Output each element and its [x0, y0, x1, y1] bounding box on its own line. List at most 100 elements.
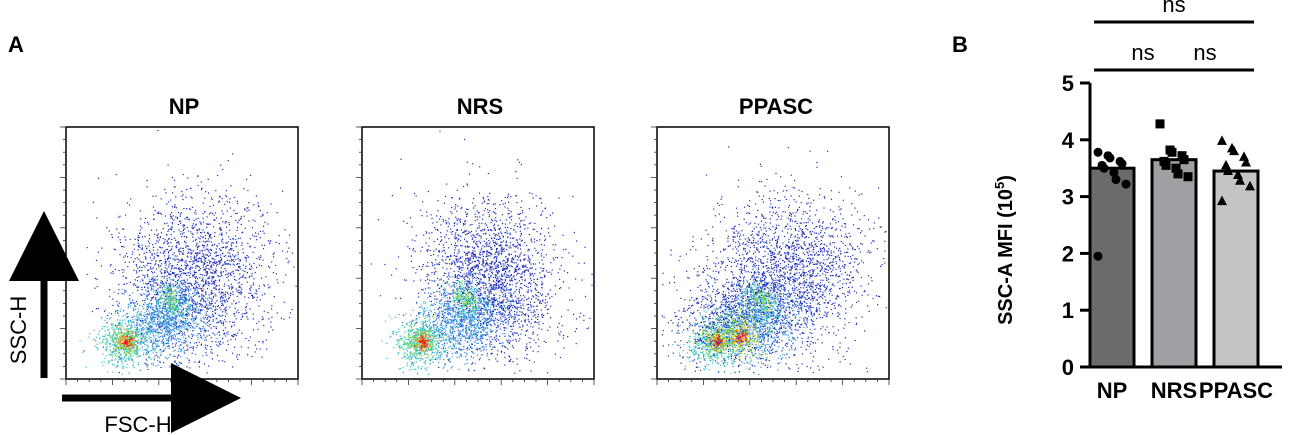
event-dot [195, 238, 197, 240]
event-dot [542, 263, 544, 265]
event-dot [186, 236, 188, 238]
event-dot [187, 245, 189, 247]
event-dot [112, 356, 114, 358]
event-dot [146, 251, 148, 254]
event-dot [153, 278, 155, 280]
event-dot [101, 317, 103, 319]
event-dot [195, 285, 197, 287]
event-dot [504, 346, 506, 348]
event-dot [211, 313, 214, 315]
event-dot [172, 311, 174, 313]
event-dot [103, 335, 105, 338]
event-dot [145, 353, 147, 355]
event-dot [167, 302, 169, 304]
event-dot [233, 272, 235, 275]
event-dot [210, 351, 212, 353]
event-dot [200, 188, 203, 191]
event-dot [115, 366, 118, 368]
event-dot [206, 270, 208, 273]
event-dot [455, 232, 457, 234]
event-dot [166, 302, 168, 304]
event-dot [493, 304, 495, 306]
event-dot [515, 289, 518, 291]
event-dot [125, 328, 127, 330]
event-dot [208, 325, 210, 327]
event-dot [507, 274, 509, 276]
event-dot [272, 329, 274, 331]
event-dot [172, 283, 174, 285]
event-dot [465, 213, 468, 215]
event-dot [481, 282, 483, 284]
event-dot [204, 327, 206, 329]
event-dot [121, 344, 123, 346]
event-dot [180, 305, 182, 307]
event-dot [295, 285, 297, 287]
event-dot [111, 234, 113, 236]
event-dot [159, 259, 161, 262]
event-dot [159, 237, 161, 239]
event-dot [445, 325, 447, 327]
event-dot [391, 195, 393, 197]
event-dot [201, 310, 203, 312]
event-dot [255, 235, 257, 237]
event-dot [193, 255, 196, 257]
event-dot [213, 325, 215, 328]
event-dot [155, 195, 157, 197]
event-dot [140, 328, 142, 330]
event-dot [163, 292, 165, 294]
event-dot [168, 297, 170, 299]
event-dot [510, 260, 512, 263]
event-dot [124, 351, 126, 353]
event-dot [200, 344, 202, 346]
event-dot [214, 302, 216, 304]
event-dot [486, 224, 488, 226]
event-dot [129, 349, 132, 351]
event-dot [184, 298, 186, 300]
event-dot [205, 339, 207, 341]
event-dot [178, 295, 180, 297]
event-dot [191, 346, 193, 349]
event-dot [166, 301, 168, 303]
event-dot [195, 307, 198, 309]
event-dot [155, 343, 157, 345]
event-dot [178, 285, 180, 287]
event-dot [157, 241, 159, 243]
event-dot [220, 293, 222, 295]
event-dot [147, 351, 149, 353]
event-dot [156, 302, 158, 304]
event-dot [206, 324, 209, 327]
event-dot [250, 285, 252, 287]
event-dot [166, 346, 168, 348]
event-dot [237, 251, 239, 253]
event-dot [112, 331, 115, 333]
event-dot [173, 329, 175, 331]
event-dot [96, 343, 98, 345]
event-dot [205, 257, 207, 259]
event-dot [205, 271, 207, 273]
event-dot [454, 234, 456, 236]
event-dot [166, 241, 168, 243]
event-dot [135, 334, 137, 336]
event-dot [185, 267, 187, 269]
event-dot [155, 323, 157, 325]
event-dot [248, 297, 250, 299]
event-dot [198, 269, 200, 271]
event-dot [258, 264, 260, 266]
event-dot [187, 348, 189, 350]
event-dot [114, 349, 116, 351]
event-dot [511, 328, 513, 330]
event-dot [239, 265, 241, 268]
event-dot [508, 253, 510, 255]
event-dot [521, 210, 524, 212]
event-dot [511, 294, 513, 296]
event-dot [168, 299, 171, 301]
event-dot [212, 305, 215, 307]
event-dot [205, 191, 207, 193]
event-dot [175, 246, 177, 248]
event-dot [220, 291, 222, 293]
event-dot [195, 276, 197, 278]
event-dot [234, 338, 237, 340]
event-dot [155, 260, 157, 262]
event-dot [169, 320, 171, 322]
event-dot [122, 366, 124, 368]
